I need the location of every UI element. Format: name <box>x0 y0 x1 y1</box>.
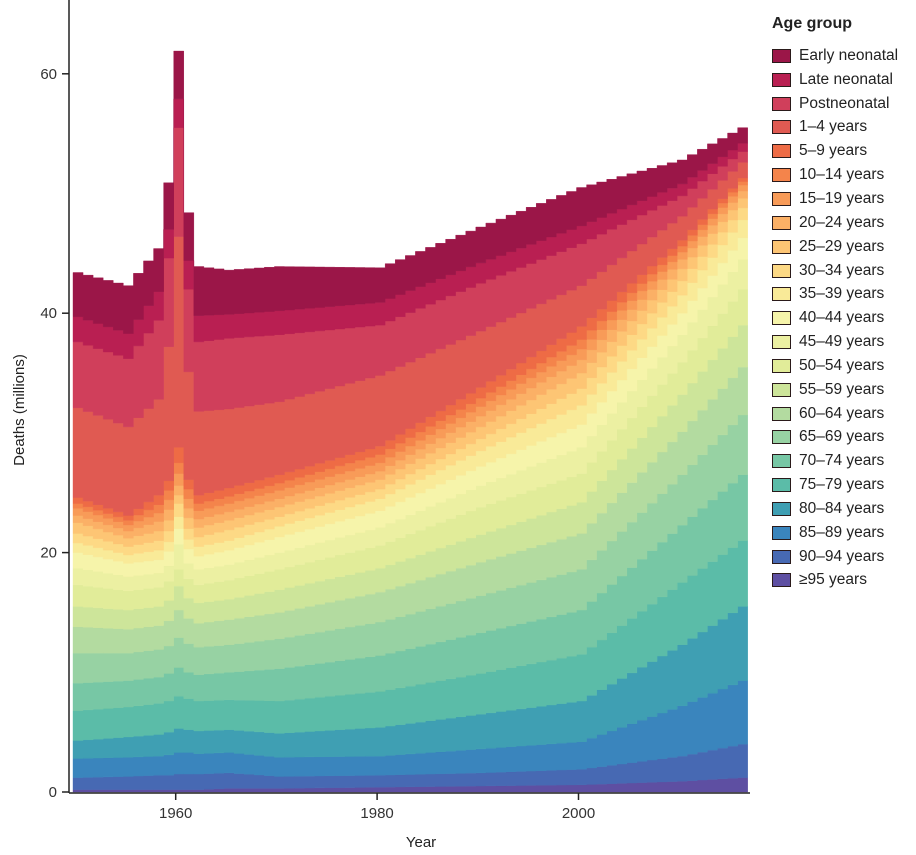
series-area-early-neonatal <box>72 50 748 334</box>
legend-item: 65–69 years <box>772 426 898 450</box>
legend-item: 45–49 years <box>772 330 898 354</box>
legend-label: 15–19 years <box>799 189 885 207</box>
legend-item: 10–14 years <box>772 163 898 187</box>
legend-item: 90–94 years <box>772 545 898 569</box>
legend-label: 90–94 years <box>799 547 885 565</box>
legend-label: 45–49 years <box>799 333 885 351</box>
legend-swatch <box>772 120 791 135</box>
y-tick-label: 20 <box>40 545 57 562</box>
legend-swatch <box>772 501 791 516</box>
legend-swatch <box>772 263 791 278</box>
legend-item: 70–74 years <box>772 449 898 473</box>
y-axis-title: Deaths (millions) <box>11 354 28 466</box>
legend-swatch <box>772 239 791 254</box>
legend-item: 15–19 years <box>772 187 898 211</box>
legend: Age group Early neonatal Late neonatal Pos… <box>772 15 898 592</box>
legend-label: 55–59 years <box>799 380 885 398</box>
legend-label: 75–79 years <box>799 476 885 494</box>
legend-label: 80–84 years <box>799 499 885 517</box>
legend-item: 55–59 years <box>772 378 898 402</box>
legend-swatch <box>772 144 791 159</box>
legend-label: 5–9 years <box>799 142 868 160</box>
legend-swatch <box>772 48 791 63</box>
legend-item: 75–79 years <box>772 473 898 497</box>
legend-item: 1–4 years <box>772 116 898 140</box>
legend-item: Late neonatal <box>772 68 898 92</box>
legend-item: Postneonatal <box>772 92 898 116</box>
legend-label: 60–64 years <box>799 404 885 422</box>
legend-item: 80–84 years <box>772 497 898 521</box>
legend-item: 40–44 years <box>772 306 898 330</box>
legend-label: 30–34 years <box>799 261 885 279</box>
legend-swatch <box>772 96 791 111</box>
legend-swatch <box>772 573 791 588</box>
y-tick-label: 60 <box>40 66 57 83</box>
legend-item: Early neonatal <box>772 44 898 68</box>
y-ticks: 0 20 40 60 <box>40 66 57 801</box>
y-tick-label: 40 <box>40 305 57 322</box>
legend-item: ≥95 years <box>772 569 898 593</box>
legend-item: 25–29 years <box>772 235 898 259</box>
legend-swatch <box>772 335 791 350</box>
legend-label: 20–24 years <box>799 213 885 231</box>
legend-label: Early neonatal <box>799 46 899 64</box>
legend-label: 85–89 years <box>799 523 885 541</box>
legend-item: 20–24 years <box>772 211 898 235</box>
legend-label: 65–69 years <box>799 428 885 446</box>
legend-swatch <box>772 311 791 326</box>
x-axis-title: Year <box>406 834 436 851</box>
legend-swatch <box>772 168 791 183</box>
legend-label: 70–74 years <box>799 452 885 470</box>
legend-item: 35–39 years <box>772 282 898 306</box>
legend-swatch <box>772 358 791 373</box>
legend-label: 35–39 years <box>799 285 885 303</box>
x-tick-label: 2000 <box>562 805 595 822</box>
legend-item: 5–9 years <box>772 139 898 163</box>
legend-label: ≥95 years <box>799 571 867 589</box>
legend-label: 50–54 years <box>799 356 885 374</box>
legend-swatch <box>772 430 791 445</box>
x-ticks: 1960 1980 2000 <box>159 805 595 822</box>
plot-areas <box>72 50 748 793</box>
legend-swatch <box>772 215 791 230</box>
legend-swatch <box>772 454 791 469</box>
x-tick-label: 1960 <box>159 805 192 822</box>
legend-swatch <box>772 191 791 206</box>
legend-label: 10–14 years <box>799 166 885 184</box>
legend-item: 50–54 years <box>772 354 898 378</box>
y-tick-label: 0 <box>49 784 57 801</box>
legend-label: 1–4 years <box>799 118 868 136</box>
legend-swatch <box>772 525 791 540</box>
legend-swatch <box>772 478 791 493</box>
legend-label: 40–44 years <box>799 309 885 327</box>
legend-swatch <box>772 549 791 564</box>
legend-title: Age group <box>772 15 852 32</box>
legend-label: 25–29 years <box>799 237 885 255</box>
legend-item: 85–89 years <box>772 521 898 545</box>
legend-swatch <box>772 406 791 421</box>
legend-item: 30–34 years <box>772 259 898 283</box>
legend-swatch <box>772 72 791 87</box>
legend-swatch <box>772 287 791 302</box>
legend-swatch <box>772 382 791 397</box>
legend-items: Early neonatal Late neonatal Postneonatal 1… <box>772 44 898 592</box>
x-tick-label: 1980 <box>360 805 393 822</box>
legend-item: 60–64 years <box>772 402 898 426</box>
legend-label: Postneonatal <box>799 94 890 112</box>
legend-label: Late neonatal <box>799 70 893 88</box>
